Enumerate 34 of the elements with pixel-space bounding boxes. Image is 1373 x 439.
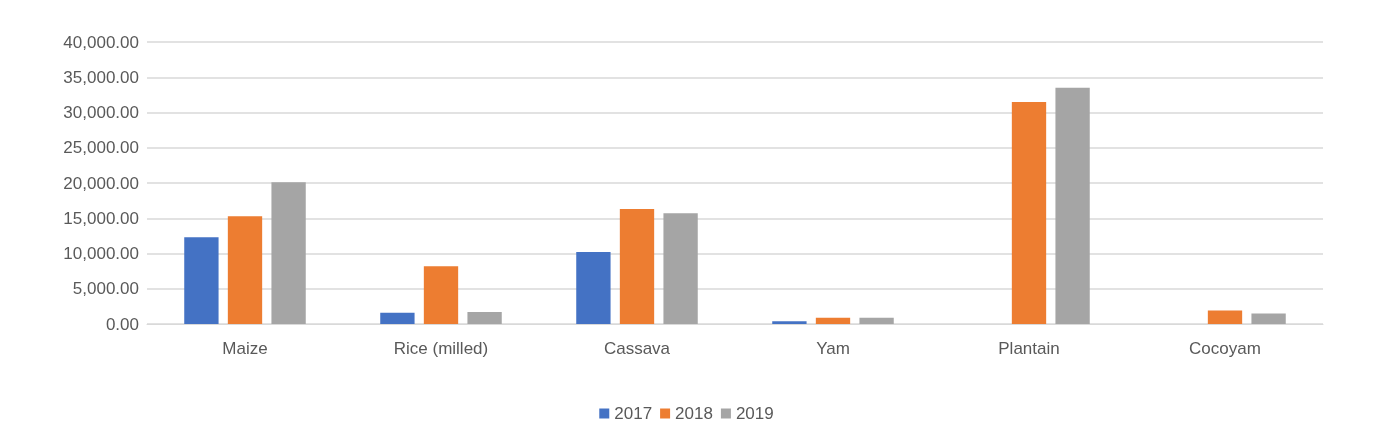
y-tick-label: 30,000.00 bbox=[63, 103, 139, 122]
x-tick-label: Cassava bbox=[603, 339, 671, 358]
bar bbox=[772, 321, 807, 324]
bar bbox=[859, 317, 894, 324]
y-tick-label: 20,000.00 bbox=[63, 173, 139, 193]
x-tick-label: Maize bbox=[222, 339, 268, 358]
y-tick-label: 0.00 bbox=[105, 314, 139, 334]
bar bbox=[663, 213, 698, 324]
x-tick-label: Rice (milled) bbox=[393, 339, 489, 358]
x-tick-label: Plantain bbox=[998, 339, 1060, 358]
y-tick-label: 25,000.00 bbox=[63, 138, 139, 158]
bar bbox=[1055, 87, 1090, 324]
bar bbox=[380, 312, 415, 324]
y-tick-label: 5,000.00 bbox=[72, 279, 139, 299]
x-tick-label: Cocoyam bbox=[1189, 339, 1261, 358]
bar bbox=[227, 216, 263, 324]
y-tick-label: 40,000.00 bbox=[63, 32, 139, 52]
bar bbox=[815, 317, 851, 324]
bar bbox=[1251, 313, 1286, 324]
bar bbox=[619, 209, 655, 324]
bar bbox=[184, 237, 219, 324]
x-tick-label: Yam bbox=[816, 339, 850, 358]
bar bbox=[423, 266, 459, 324]
bar bbox=[1207, 310, 1243, 324]
bar bbox=[271, 182, 306, 324]
legend-label: 2018 bbox=[675, 404, 713, 423]
bar bbox=[576, 252, 611, 324]
legend-label: 2019 bbox=[735, 404, 774, 423]
bar bbox=[467, 312, 502, 324]
legend-label: 2017 bbox=[614, 404, 653, 423]
y-tick-label: 15,000.00 bbox=[63, 208, 139, 228]
bar bbox=[1011, 101, 1047, 324]
y-tick-label: 35,000.00 bbox=[63, 67, 139, 87]
y-tick-label: 10,000.00 bbox=[63, 244, 139, 263]
